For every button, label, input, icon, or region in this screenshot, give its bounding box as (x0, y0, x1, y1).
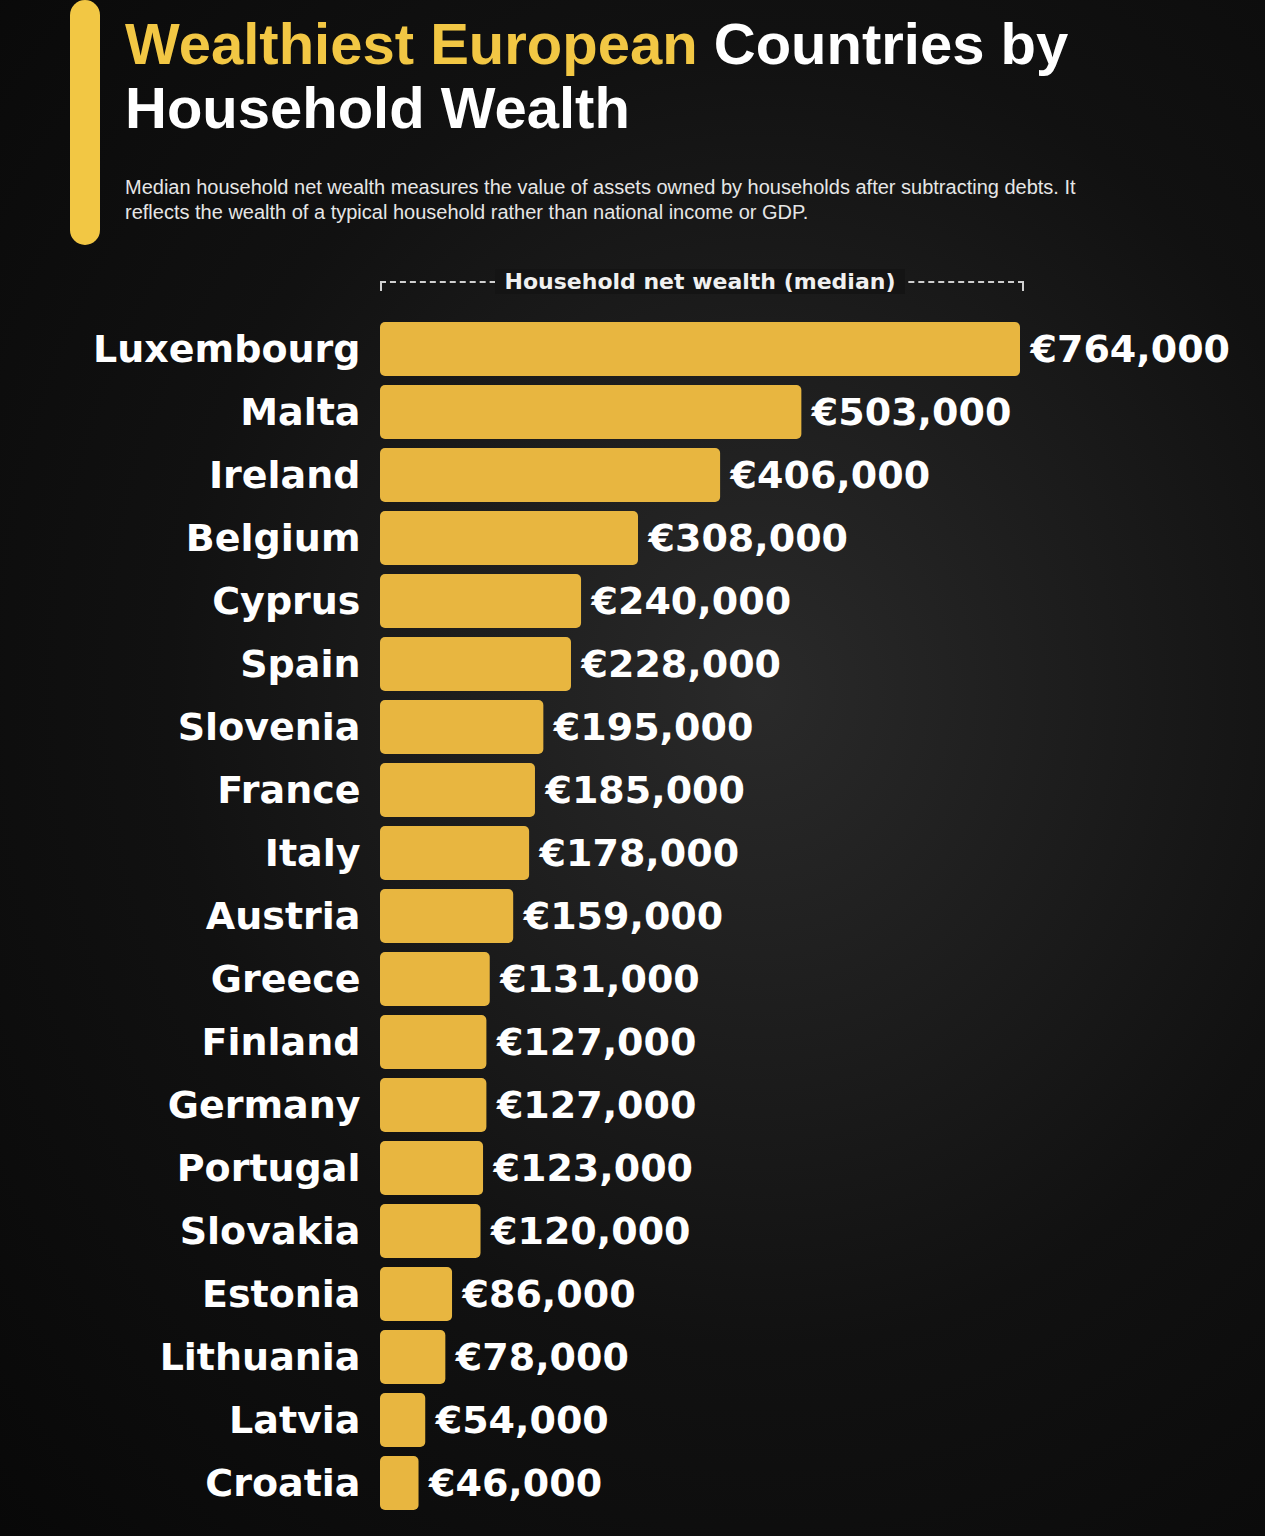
svg-text:€159,000: €159,000 (523, 894, 724, 938)
svg-text:€185,000: €185,000 (544, 768, 745, 812)
svg-text:€240,000: €240,000 (591, 579, 792, 623)
html-text:Household net wealth (median): Household net wealth (median) (504, 269, 896, 294)
svg-text:Germany: Germany (168, 1083, 361, 1127)
svg-text:€503,000: €503,000 (811, 390, 1012, 434)
html-text:Household Wealth: Household Wealth (125, 75, 630, 140)
svg-text:Italy: Italy (265, 831, 361, 875)
svg-text:Slovenia: Slovenia (178, 705, 361, 749)
svg-text:Cyprus: Cyprus (212, 579, 360, 623)
svg-text:€78,000: €78,000 (455, 1335, 629, 1379)
html-text:Median household net wealth me: Median household net wealth measures the… (125, 176, 1076, 223)
svg-text:Malta: Malta (240, 390, 360, 434)
svg-text:Portugal: Portugal (177, 1146, 361, 1190)
svg-text:€127,000: €127,000 (496, 1020, 697, 1064)
svg-text:€46,000: €46,000 (428, 1461, 602, 1505)
svg-text:Greece: Greece (211, 957, 361, 1001)
svg-text:€228,000: €228,000 (580, 642, 781, 686)
svg-text:€308,000: €308,000 (648, 516, 849, 560)
svg-text:€406,000: €406,000 (730, 453, 931, 497)
svg-text:€123,000: €123,000 (493, 1146, 694, 1190)
svg-text:Estonia: Estonia (202, 1272, 361, 1316)
svg-text:€764,000: €764,000 (1030, 327, 1231, 371)
svg-text:France: France (217, 768, 360, 812)
svg-text:Austria: Austria (206, 894, 361, 938)
svg-text:€86,000: €86,000 (462, 1272, 636, 1316)
svg-text:€195,000: €195,000 (553, 705, 754, 749)
svg-text:Finland: Finland (202, 1020, 361, 1064)
svg-text:Latvia: Latvia (229, 1398, 360, 1442)
svg-text:Belgium: Belgium (186, 516, 361, 560)
svg-text:€178,000: €178,000 (539, 831, 740, 875)
svg-text:€127,000: €127,000 (496, 1083, 697, 1127)
svg-text:Croatia: Croatia (205, 1461, 360, 1505)
html-text:Wealthiest European Countries: Wealthiest European Countries by (125, 11, 1069, 76)
svg-text:Slovakia: Slovakia (180, 1209, 361, 1253)
svg-text:Lithuania: Lithuania (160, 1335, 361, 1379)
svg-text:Ireland: Ireland (209, 453, 361, 497)
svg-text:€120,000: €120,000 (490, 1209, 691, 1253)
svg-text:Luxembourg: Luxembourg (93, 327, 360, 371)
svg-text:€54,000: €54,000 (435, 1398, 609, 1442)
svg-text:€131,000: €131,000 (499, 957, 700, 1001)
svg-text:Spain: Spain (240, 642, 360, 686)
